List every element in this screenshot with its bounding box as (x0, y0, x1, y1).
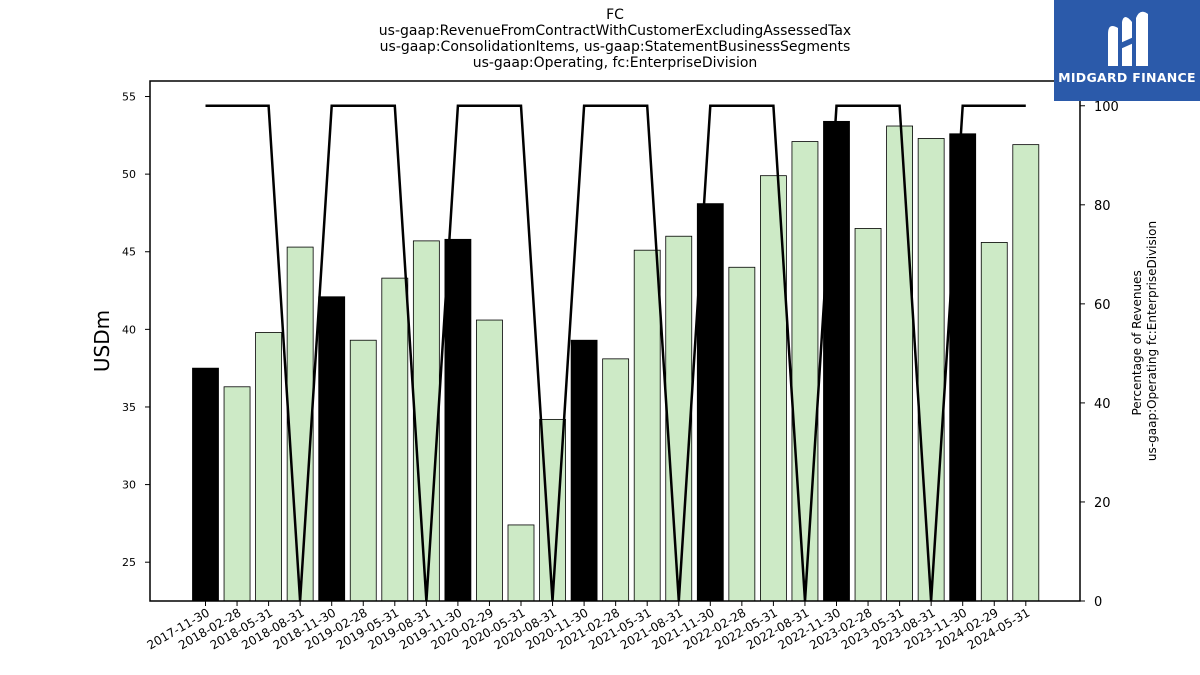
bar-2019-02-28 (349, 339, 377, 602)
chart-title: FC us-gaap:RevenueFromContractWithCustom… (0, 7, 1200, 71)
y2-axis-label-line-1: Percentage of Revenues (1130, 270, 1144, 415)
bar-2021-08-31 (665, 235, 693, 602)
bar-2024-02-29 (980, 242, 1008, 602)
y-tick-label: 55 (122, 91, 136, 104)
bar-2017-11-30 (192, 367, 219, 602)
y2-axis-label-line-2: us-gaap:Operating fc:EnterpriseDivision (1145, 221, 1159, 461)
bar-2020-05-31 (507, 524, 535, 602)
y-tick-label: 40 (122, 323, 136, 336)
bar-2021-11-30 (696, 203, 724, 602)
title-line-3: us-gaap:ConsolidationItems, us-gaap:Stat… (379, 39, 851, 55)
bar-2019-11-30 (444, 238, 472, 602)
y-tick-label: 30 (122, 479, 136, 492)
bar-2024-05-31 (1012, 144, 1040, 602)
y2-tick-label: 100 (1094, 100, 1119, 115)
title-line-4: us-gaap:Operating, fc:EnterpriseDivision (472, 55, 758, 71)
bar-2021-05-31 (633, 249, 661, 602)
bar-2023-11-30 (949, 133, 977, 602)
y-tick-label: 25 (122, 556, 136, 569)
y-tick-label: 45 (122, 246, 136, 259)
bar-2023-02-28 (854, 228, 882, 602)
percentage-line-series (205, 104, 1026, 602)
y2-tick-label: 0 (1094, 595, 1102, 610)
y-tick-label: 35 (122, 401, 136, 414)
bar-2022-08-31 (791, 141, 819, 602)
plot-frame (149, 80, 1081, 602)
title-line-2: us-gaap:RevenueFromContractWithCustomerE… (378, 23, 852, 39)
y2-tick-label: 60 (1094, 298, 1111, 313)
bar-2018-02-28 (223, 386, 251, 602)
y2-axis-label: Percentage of Revenues us-gaap:Operating… (1130, 221, 1159, 461)
y2-tick-label: 40 (1094, 397, 1111, 412)
y2-tick-label: 20 (1094, 496, 1111, 511)
y-axis-right: 0 20 40 60 80 100 (1080, 100, 1119, 610)
y2-tick-label: 80 (1094, 199, 1111, 214)
midgard-logo-icon (1108, 11, 1148, 66)
bar-2022-11-30 (823, 120, 850, 602)
bar-2022-02-28 (728, 266, 756, 602)
bar-2020-02-29 (476, 319, 503, 602)
bar-2019-05-31 (381, 277, 409, 602)
y-tick-label: 50 (122, 168, 136, 181)
bar-2021-02-28 (602, 358, 630, 602)
x-axis: 2017-11-302018-02-282018-05-312018-08-31… (145, 601, 1032, 652)
bar-2023-08-31 (917, 138, 945, 602)
title-line-1: FC (606, 7, 624, 23)
bar-2018-05-31 (255, 332, 283, 602)
y-axis-left: 25 30 35 40 45 50 55 (122, 91, 150, 569)
company-logo: MIDGARD FINANCE (1054, 0, 1200, 101)
logo-text: MIDGARD FINANCE (1058, 70, 1196, 85)
bar-2018-08-31 (286, 246, 314, 602)
percentage-line (205, 104, 1026, 602)
y-axis-label: USDm (90, 310, 114, 372)
bar-2018-11-30 (318, 296, 346, 602)
bar-series (192, 120, 1040, 602)
bar-2019-08-31 (412, 240, 440, 602)
bar-2020-11-30 (570, 339, 598, 602)
bar-2023-05-31 (886, 125, 913, 602)
